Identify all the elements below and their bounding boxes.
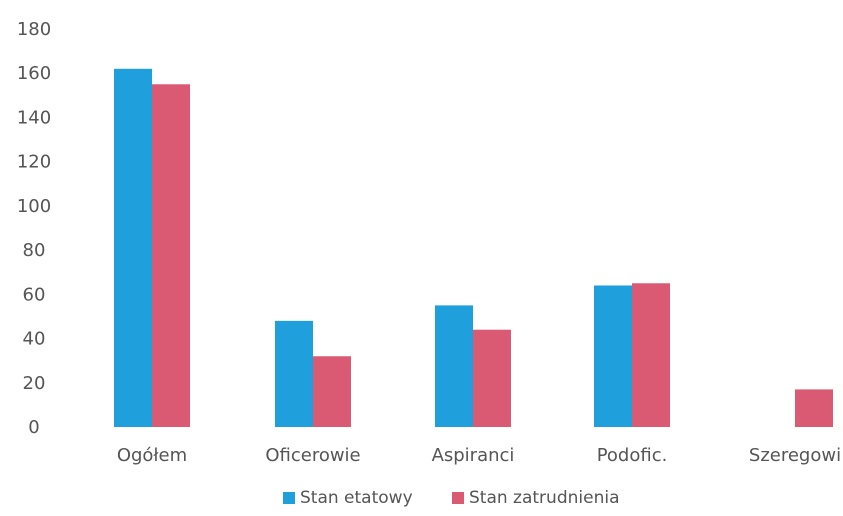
legend-label: Stan zatrudnienia	[469, 488, 620, 508]
legend: Stan etatowy Stan zatrudnienia	[283, 488, 620, 508]
legend-label: Stan etatowy	[300, 488, 413, 508]
x-tick-label: Oficerowie	[265, 445, 360, 466]
y-tick-label: 120	[17, 152, 51, 173]
y-tick-label: 20	[23, 373, 46, 394]
y-tick-label: 80	[23, 240, 46, 261]
x-tick-label: Ogółem	[117, 445, 187, 466]
x-axis-ticks: Ogółem Oficerowie Aspiranci Podofic. Szerego…	[117, 445, 841, 466]
y-axis-ticks: 0 20 40 60 80 100 120 140 160 180	[17, 19, 51, 438]
y-tick-label: 100	[17, 196, 51, 217]
y-tick-label: 0	[28, 417, 39, 438]
y-tick-label: 140	[17, 107, 51, 128]
y-tick-label: 160	[17, 63, 51, 84]
bars	[114, 68, 833, 428]
bar-stan-etatowy-3	[594, 285, 632, 427]
bar-stan-zatrudnienia-4	[795, 389, 833, 427]
y-tick-label: 40	[23, 329, 46, 350]
bar-stan-zatrudnienia-1	[313, 356, 351, 427]
y-tick-label: 60	[23, 284, 46, 305]
legend-swatch	[452, 492, 464, 504]
y-tick-label: 180	[17, 19, 51, 40]
bar-stan-etatowy-1	[275, 320, 313, 427]
bar-stan-zatrudnienia-3	[632, 283, 670, 427]
legend-swatch	[283, 492, 295, 504]
bar-stan-zatrudnienia-2	[473, 329, 511, 427]
bar-stan-zatrudnienia-0	[152, 84, 190, 428]
bar-stan-etatowy-0	[114, 68, 152, 428]
x-tick-label: Aspiranci	[432, 445, 515, 466]
x-tick-label: Szeregowi	[749, 445, 841, 466]
bar-stan-etatowy-2	[435, 305, 473, 427]
x-tick-label: Podofic.	[597, 445, 668, 466]
